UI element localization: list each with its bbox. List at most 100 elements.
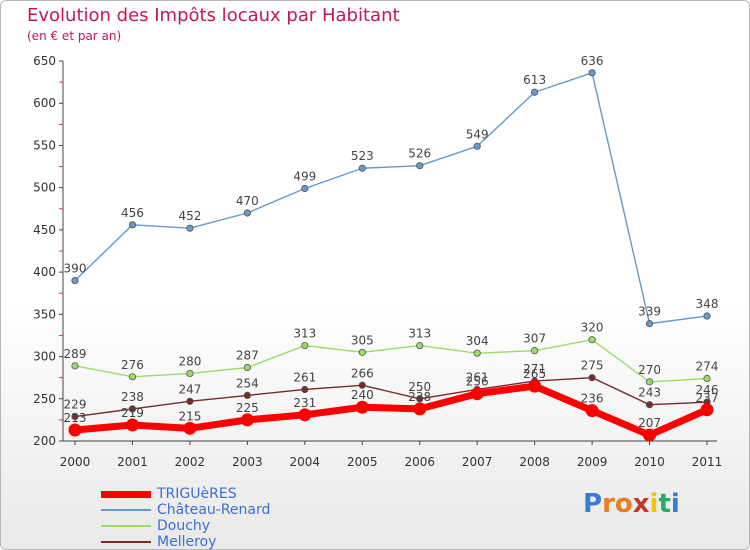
data-point	[531, 347, 539, 355]
data-label: 287	[236, 349, 259, 363]
data-point	[183, 421, 197, 435]
logo-letter: r	[602, 489, 615, 519]
data-point	[358, 164, 366, 172]
data-label: 225	[236, 401, 259, 415]
y-tick-label: 600	[33, 96, 56, 110]
data-point	[358, 348, 366, 356]
data-point	[301, 341, 309, 350]
series-line	[71, 382, 711, 439]
data-label: 499	[293, 170, 316, 184]
x-tick-label: 2002	[175, 455, 206, 469]
data-point	[416, 341, 424, 350]
legend-label: Melleroy	[157, 534, 217, 550]
data-point	[243, 391, 251, 399]
data-point	[186, 397, 194, 405]
data-label: 238	[408, 390, 431, 404]
logo-letter: i	[670, 489, 680, 519]
data-point	[528, 379, 542, 393]
data-label: 254	[236, 376, 259, 390]
data-label: 213	[64, 411, 87, 425]
legend-item: Douchy	[101, 518, 270, 534]
y-tick-label: 300	[33, 350, 56, 364]
y-tick-label: 550	[33, 138, 56, 152]
x-tick-label: 2010	[634, 455, 665, 469]
data-label: 219	[121, 406, 144, 420]
legend-label: TRIGUèRES	[157, 486, 237, 502]
data-label: 526	[408, 147, 431, 161]
data-point	[186, 224, 194, 232]
data-point	[71, 412, 79, 421]
data-point	[416, 162, 424, 170]
data-label: 339	[638, 305, 661, 319]
data-point	[588, 374, 596, 382]
data-label: 237	[696, 391, 719, 405]
y-tick-label: 400	[33, 265, 56, 279]
data-label: 229	[64, 398, 87, 412]
chart-subtitle: (en € et par an)	[27, 29, 122, 43]
data-label: 307	[523, 332, 546, 346]
data-label: 636	[581, 54, 604, 68]
data-point	[68, 423, 82, 437]
data-point	[301, 184, 309, 193]
data-label: 470	[236, 194, 259, 208]
proxiti-logo: Proxiti	[583, 489, 680, 519]
data-label: 247	[178, 382, 201, 396]
legend-item: TRIGUèRES	[101, 486, 270, 502]
data-point	[301, 385, 309, 394]
data-point	[703, 312, 711, 320]
data-label: 313	[408, 327, 431, 341]
data-label: 523	[351, 149, 374, 163]
data-point	[585, 404, 599, 418]
data-point	[473, 142, 481, 150]
legend: TRIGUèRES Château-Renard Douchy Melleroy	[101, 486, 271, 550]
legend-label: Château-Renard	[157, 502, 271, 518]
x-tick-label: 2005	[347, 455, 378, 469]
legend-swatch	[101, 490, 151, 498]
data-point	[413, 402, 427, 416]
data-label: 240	[351, 388, 374, 402]
data-label: 270	[638, 363, 661, 377]
data-label: 238	[121, 390, 144, 404]
data-point	[298, 408, 312, 422]
logo-letter: i	[649, 489, 659, 519]
y-tick-label: 200	[33, 434, 56, 448]
data-label: 549	[466, 127, 489, 141]
data-label: 243	[638, 386, 661, 400]
data-point	[470, 387, 484, 401]
x-tick-label: 2003	[232, 455, 263, 469]
data-point	[186, 369, 194, 378]
legend-label: Douchy	[157, 518, 211, 534]
data-label: 250	[408, 380, 431, 394]
data-label: 275	[581, 359, 604, 373]
y-tick-label: 450	[33, 223, 56, 237]
y-tick-label: 250	[33, 392, 56, 406]
data-label: 289	[64, 347, 87, 361]
legend-item: Melleroy	[101, 534, 270, 550]
chart-title: Evolution des Impôts locaux par Habitant	[27, 5, 400, 26]
data-label: 236	[581, 392, 604, 406]
data-label: 246	[696, 383, 719, 397]
y-tick-label: 500	[33, 181, 56, 195]
data-point	[645, 378, 654, 386]
x-tick-label: 2001	[117, 455, 148, 469]
series-line	[74, 338, 708, 383]
logo-letter: x	[632, 489, 650, 519]
data-point	[700, 403, 714, 417]
data-point	[531, 88, 539, 96]
data-point	[643, 428, 657, 442]
data-label: 280	[178, 354, 201, 368]
x-tick-label: 2011	[692, 455, 723, 469]
y-tick-label: 650	[33, 54, 56, 68]
logo-letter: t	[658, 489, 671, 519]
series-line	[74, 72, 708, 325]
data-point	[473, 349, 481, 357]
y-tick-label: 350	[33, 307, 56, 321]
data-point	[645, 401, 654, 409]
x-tick-label: 2000	[60, 455, 91, 469]
data-label: 304	[466, 334, 489, 348]
x-tick-label: 2008	[519, 455, 550, 469]
data-label: 320	[581, 321, 604, 335]
data-label: 390	[64, 262, 87, 276]
